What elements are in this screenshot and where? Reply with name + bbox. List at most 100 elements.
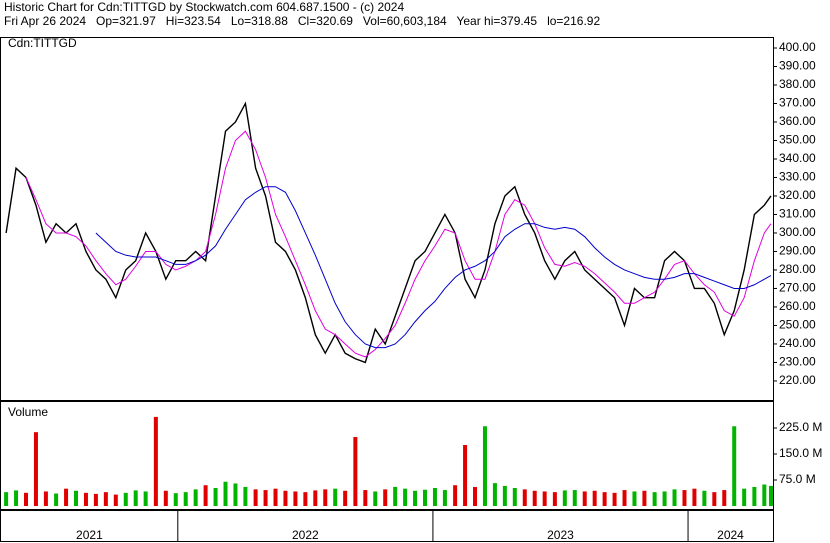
volume-bar	[702, 490, 707, 507]
volume-bar	[363, 490, 368, 507]
year-label: 2021	[76, 528, 103, 542]
volume-bar	[323, 489, 328, 507]
volume-bar	[612, 492, 617, 507]
volume-bar	[712, 492, 717, 507]
volume-bar	[253, 489, 258, 507]
volume-bar	[213, 487, 218, 507]
volume-bar	[43, 491, 48, 507]
header-line2: Fri Apr 26 2024 Op=321.97 Hi=323.54 Lo=3…	[4, 14, 600, 28]
volume-bar	[103, 492, 108, 507]
volume-bar	[413, 490, 418, 507]
y-tick-label: 390.00	[779, 59, 816, 73]
volume-bar	[333, 488, 338, 507]
volume-bar	[622, 490, 627, 507]
volume-bar	[83, 492, 88, 507]
volume-bar	[303, 492, 308, 507]
y-tick-label: 280.00	[779, 262, 816, 276]
y-tick-label: 260.00	[779, 299, 816, 313]
volume-bar	[393, 486, 398, 507]
y-tick-label: 380.00	[779, 77, 816, 91]
header-line1: Historic Chart for Cdn:TITTGD by Stockwa…	[4, 0, 404, 14]
volume-bar	[93, 493, 98, 507]
volume-bar	[4, 492, 9, 507]
volume-bar	[423, 489, 428, 507]
volume-bar	[752, 486, 757, 507]
volume-bar	[263, 490, 268, 507]
volume-label: Volume	[8, 405, 48, 419]
y-tick-label: 220.00	[779, 373, 816, 387]
volume-bar	[293, 491, 298, 507]
volume-bar	[343, 490, 348, 507]
time-axis	[0, 510, 774, 542]
volume-bar	[473, 486, 478, 507]
volume-bar	[273, 488, 278, 507]
volume-bar	[373, 491, 378, 507]
volume-bar	[512, 487, 517, 507]
volume-bar	[463, 444, 468, 507]
y-tick-label: 400.00	[779, 40, 816, 54]
year-label: 2024	[717, 528, 744, 542]
volume-bar	[682, 490, 687, 507]
volume-bar	[762, 484, 767, 507]
price-line	[5, 101, 772, 364]
volume-bar	[502, 485, 507, 507]
volume-bar	[183, 492, 188, 507]
y-tick-label: 290.00	[779, 244, 816, 258]
volume-bar	[133, 490, 138, 507]
volume-bar	[662, 491, 667, 507]
volume-bar	[54, 493, 59, 507]
price-line	[25, 130, 772, 358]
y-tick-label: 350.00	[779, 133, 816, 147]
y-tick-label: 310.00	[779, 207, 816, 221]
volume-bar	[453, 485, 458, 507]
volume-bar	[403, 488, 408, 507]
year-label: 2023	[547, 528, 574, 542]
volume-bar	[113, 494, 118, 507]
y-tick-label: 370.00	[779, 96, 816, 110]
y-tick-label: 240.00	[779, 336, 816, 350]
volume-bar	[542, 491, 547, 507]
y-tick-label: 300.00	[779, 225, 816, 239]
volume-bar	[432, 487, 437, 507]
volume-bar	[602, 492, 607, 507]
volume-bar	[672, 489, 677, 507]
volume-bar	[243, 486, 248, 507]
volume-bar	[652, 492, 657, 507]
volume-bar	[233, 483, 238, 507]
volume-bar	[353, 437, 358, 507]
price-line	[95, 186, 772, 349]
volume-bar	[732, 426, 737, 507]
volume-bar	[632, 491, 637, 507]
volume-bar	[642, 490, 647, 507]
volume-bar	[522, 489, 527, 507]
volume-bar	[482, 426, 487, 507]
volume-bar	[33, 432, 38, 507]
volume-bar	[572, 490, 577, 507]
y-tick-label: 360.00	[779, 114, 816, 128]
volume-bar	[283, 490, 288, 507]
volume-bar	[768, 485, 773, 507]
volume-bar	[582, 491, 587, 507]
y-tick-label: 225.0 M	[779, 420, 822, 434]
volume-bar	[223, 481, 228, 507]
volume-bar	[722, 490, 727, 507]
year-label: 2022	[292, 528, 319, 542]
volume-bar	[442, 490, 447, 507]
volume-bar	[492, 483, 497, 507]
volume-bar	[313, 490, 318, 507]
y-tick-label: 340.00	[779, 151, 816, 165]
volume-bar	[383, 489, 388, 507]
volume-bar	[592, 490, 597, 507]
price-panel	[0, 37, 774, 401]
volume-bar	[203, 485, 208, 507]
volume-bar	[692, 488, 697, 507]
y-tick-label: 320.00	[779, 188, 816, 202]
y-tick-label: 230.00	[779, 355, 816, 369]
volume-bar	[123, 492, 128, 507]
volume-bar	[163, 490, 168, 507]
volume-bar	[742, 488, 747, 507]
symbol-label: Cdn:TITTGD	[8, 36, 77, 50]
volume-panel	[0, 401, 774, 510]
y-tick-label: 330.00	[779, 170, 816, 184]
